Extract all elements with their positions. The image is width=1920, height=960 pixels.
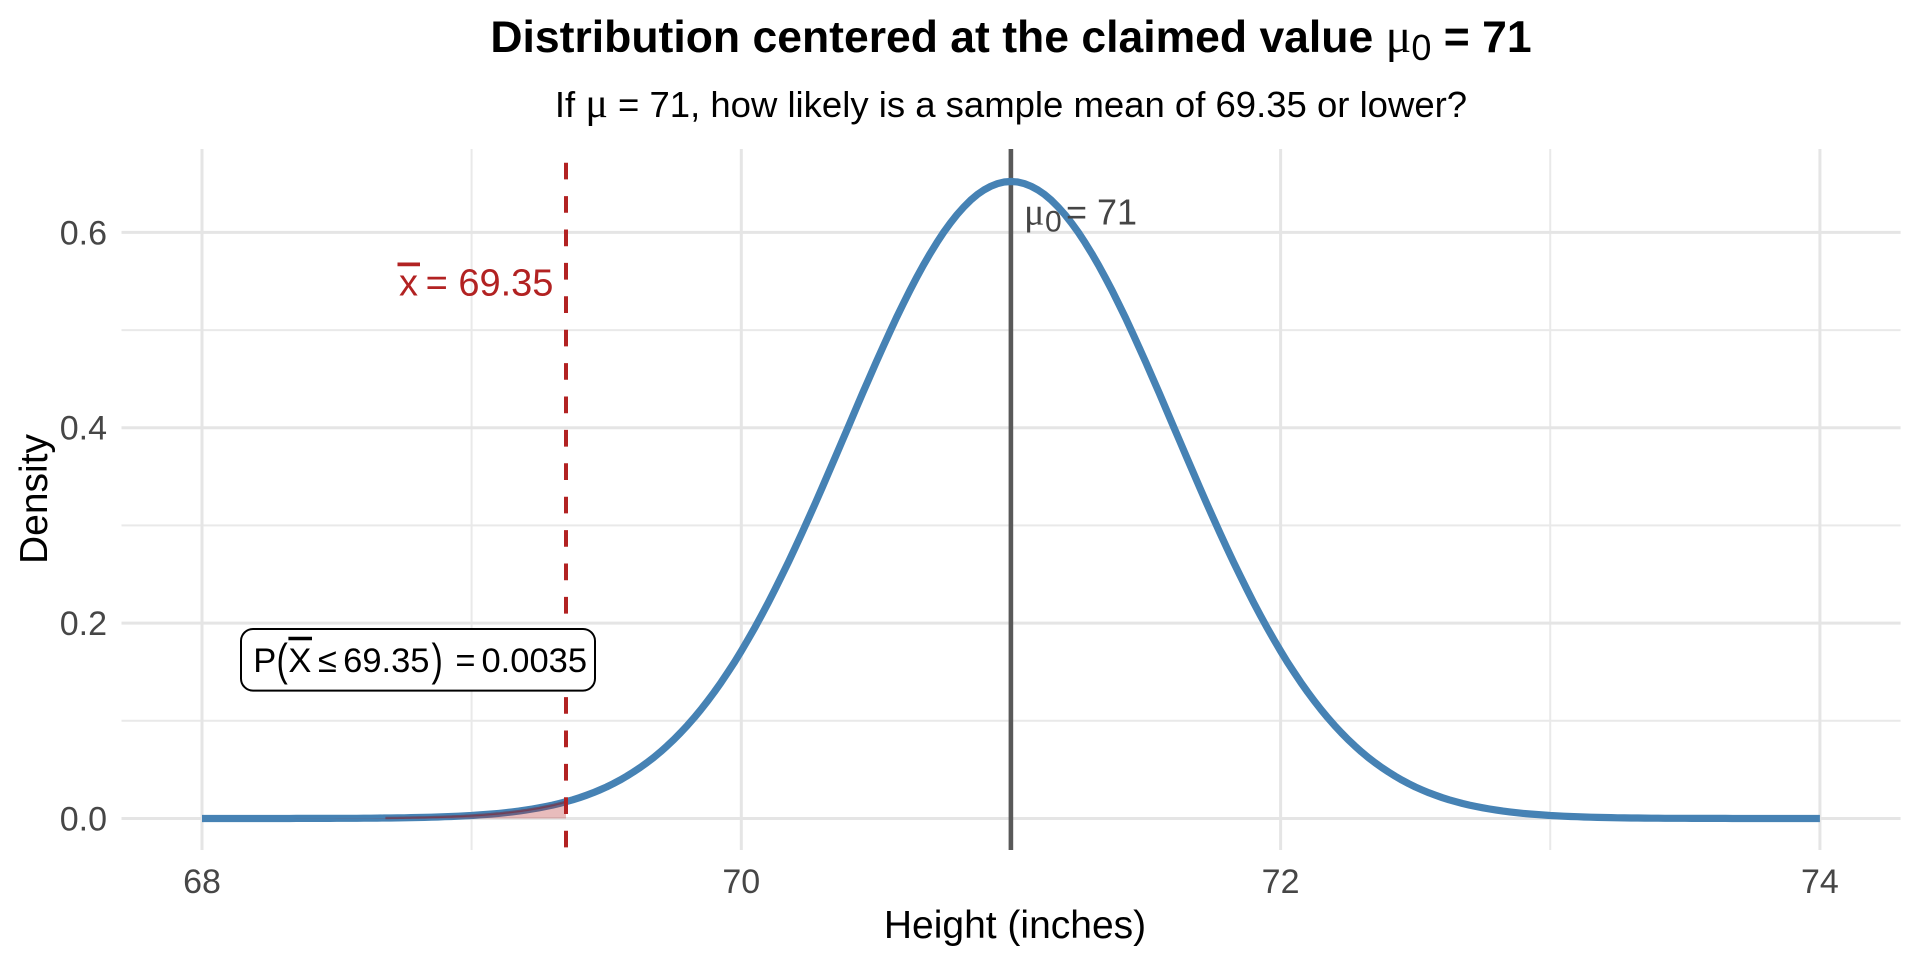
svg-text:X≤69.35: X ≤69.35 bbox=[288, 642, 429, 680]
svg-text:0: 0 bbox=[1045, 206, 1062, 239]
svg-text:0.4: 0.4 bbox=[60, 410, 107, 448]
svg-text:0.2: 0.2 bbox=[60, 605, 107, 643]
svg-text:0.0035: 0.0035 bbox=[482, 642, 588, 680]
svg-text:68: 68 bbox=[183, 863, 221, 901]
svg-text:Height (inches): Height (inches) bbox=[884, 904, 1146, 947]
svg-text:74: 74 bbox=[1801, 863, 1839, 901]
svg-text:Distribution centered at the c: Distribution centered at the claimed val… bbox=[490, 10, 1531, 68]
svg-text:70: 70 bbox=[722, 863, 760, 901]
svg-text:(: ( bbox=[277, 636, 288, 685]
svg-text:Density: Density bbox=[13, 433, 56, 564]
svg-text:μ: μ bbox=[1024, 192, 1044, 234]
svg-text:x: x bbox=[399, 263, 418, 305]
svg-text:= 69.35: = 69.35 bbox=[426, 263, 554, 305]
svg-text:): ) bbox=[432, 636, 443, 685]
svg-text:72: 72 bbox=[1262, 863, 1300, 901]
svg-text:=: = bbox=[455, 642, 475, 680]
svg-text:= 71: = 71 bbox=[1066, 192, 1137, 233]
svg-text:0.6: 0.6 bbox=[60, 214, 107, 252]
svg-text:0.0: 0.0 bbox=[60, 801, 107, 839]
svg-text:P: P bbox=[253, 642, 276, 680]
svg-text:If μ = 71, how likely is a sam: If μ = 71, how likely is a sample mean o… bbox=[555, 81, 1467, 127]
